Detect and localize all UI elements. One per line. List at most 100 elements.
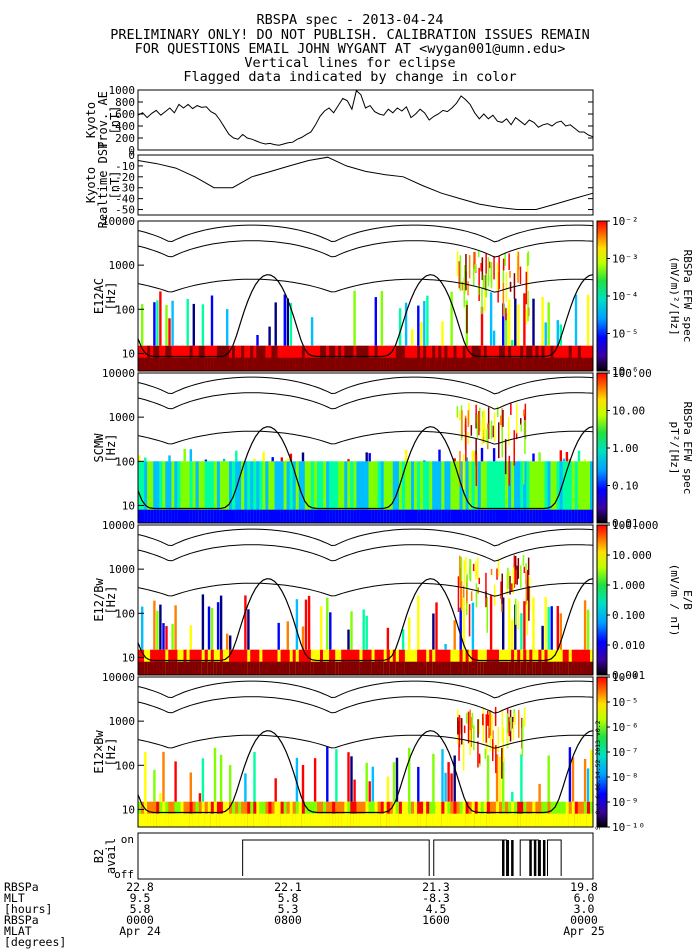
e12-times-bw-band-stripe	[265, 813, 269, 827]
e12-over-bw-streak	[365, 615, 368, 650]
scmw-band-cell	[247, 461, 251, 523]
e12-times-bw-band-stripe	[356, 813, 360, 827]
e12-times-bw-band-stripe	[353, 813, 357, 827]
scmw-band-cell	[380, 461, 385, 523]
e12-over-bw-band-stripe	[517, 661, 521, 675]
e12ac-band-stripe	[256, 357, 260, 371]
scmw-band-cell	[565, 461, 570, 523]
ae-ylabel-3: [nT]	[108, 106, 122, 135]
scmw-band-stripe	[426, 509, 430, 523]
scmw-band-cell	[250, 461, 254, 523]
scmw-colorbar-tick-label: 0.10	[612, 480, 639, 493]
e12-times-bw-streak	[568, 747, 572, 802]
b2-burst-mark	[511, 840, 514, 876]
e12-times-bw-band-stripe	[171, 813, 175, 827]
e12ac-chorus-patch	[481, 257, 484, 281]
header-eclipse-note: Vertical lines for eclipse	[244, 55, 455, 71]
kyoto-dst-ytick-label: 0	[128, 149, 135, 162]
e12-over-bw-streak	[408, 617, 411, 650]
e12-times-bw-band-stripe	[141, 813, 145, 827]
e12-over-bw-streak	[247, 609, 250, 650]
e12-over-bw-streak	[435, 602, 438, 650]
scmw-chorus-patch	[465, 418, 467, 452]
scmw-chorus-patch	[520, 423, 523, 432]
scmw-chorus-patch	[470, 425, 473, 436]
e12-over-bw-cyclotron-curve	[137, 578, 594, 662]
e12ac-streak	[544, 322, 547, 346]
e12ac-band-stripe	[310, 357, 315, 371]
scmw-band-stripe	[162, 509, 166, 523]
e12-times-bw-band-stripe	[441, 813, 445, 827]
e12-times-bw-band-stripe	[429, 813, 433, 827]
e12-times-bw-band-stripe	[235, 813, 239, 827]
e12-times-bw-ytick-label: 100	[115, 759, 135, 772]
scmw-band-stripe	[477, 509, 482, 523]
e12-over-bw-streak	[444, 644, 447, 650]
e12ac-band-stripe	[389, 357, 394, 371]
e12ac-streak	[156, 300, 159, 346]
kyoto-ae-ytick-label: 800	[115, 96, 135, 109]
scmw-band-cell	[547, 461, 551, 523]
e12ac-band-stripe	[320, 357, 324, 371]
scmw-band-stripe	[505, 509, 509, 523]
e12-times-bw-chorus-patch	[495, 745, 497, 774]
scmw-band-stripe	[404, 509, 409, 523]
e12ac-band-stripe	[332, 357, 336, 371]
header-title: RBSPA spec - 2013-04-24	[257, 12, 444, 28]
e12-over-bw-chorus-patch	[525, 563, 527, 571]
scmw-band-cell	[441, 461, 445, 523]
e12-times-bw-band-stripe	[244, 813, 248, 827]
scmw-band-stripe	[408, 509, 412, 523]
e12ac-band-stripe	[517, 357, 521, 371]
scmw-band-stripe	[499, 509, 503, 523]
e12ac-band-stripe	[353, 357, 357, 371]
e12ac-chorus-patch	[474, 251, 476, 266]
e12ac-band-stripe	[374, 357, 378, 371]
scmw-band-stripe	[229, 509, 233, 523]
scmw-chorus-patch	[497, 406, 499, 417]
dst-trace	[137, 156, 594, 210]
e12-times-bw-chorus-patch	[508, 721, 511, 737]
scmw-band-stripe	[459, 509, 463, 523]
e12-times-bw-chorus-patch	[470, 717, 472, 748]
scmw-band-stripe	[544, 509, 548, 523]
scmw-band-stripe	[168, 509, 172, 523]
scmw-streak	[532, 453, 535, 462]
scmw-band-stripe	[301, 509, 306, 523]
e12-times-bw-band-stripe	[502, 813, 506, 827]
e12ac-band-stripe	[404, 357, 409, 371]
e12-over-bw-band-stripe	[338, 661, 342, 675]
scmw-band-stripe	[538, 509, 542, 523]
e12ac-band-stripe	[195, 357, 199, 371]
scmw-band-stripe	[583, 509, 588, 523]
scmw-band-stripe	[247, 509, 251, 523]
e12-times-bw-streak	[547, 755, 550, 802]
scmw-band-cell	[262, 461, 266, 523]
e12-over-bw-band-stripe	[165, 661, 169, 675]
e12ac-colorbar-tick-label: 10⁻⁵	[612, 328, 639, 341]
b2-avail-marks	[242, 839, 562, 876]
e12-times-bw-chorus-patch	[491, 714, 493, 740]
eph-row-label-2: MLT	[4, 891, 25, 905]
scmw-streak	[368, 453, 371, 462]
scmw-band-cell	[371, 461, 375, 523]
e12ac-band-stripe	[398, 357, 403, 371]
b2-burst-mark	[538, 840, 541, 876]
e12-over-bw-colorbar-tick-label: 0.100	[612, 609, 645, 622]
e12-over-bw-band-stripe	[547, 661, 551, 675]
scmw-band-stripe	[271, 509, 275, 523]
scmw-band-cell	[359, 461, 363, 523]
e12-times-bw-band-stripe	[550, 813, 554, 827]
e12-over-bw-streak	[532, 597, 535, 650]
e12-over-bw-streak	[156, 610, 159, 650]
e12-times-bw-streak	[520, 754, 523, 802]
e12-over-bw-band-stripe	[438, 661, 442, 675]
b2-burst-mark	[506, 840, 510, 876]
scmw-band-stripe	[138, 509, 142, 523]
e12ac-band-stripe	[286, 357, 290, 371]
scmw-band-cell	[438, 461, 442, 523]
scmw-band-cell	[444, 461, 448, 523]
e12-over-bw-streak	[171, 623, 174, 650]
scmw-band-cell	[289, 461, 294, 523]
e12-times-bw-ytick-label: 10000	[102, 671, 135, 684]
